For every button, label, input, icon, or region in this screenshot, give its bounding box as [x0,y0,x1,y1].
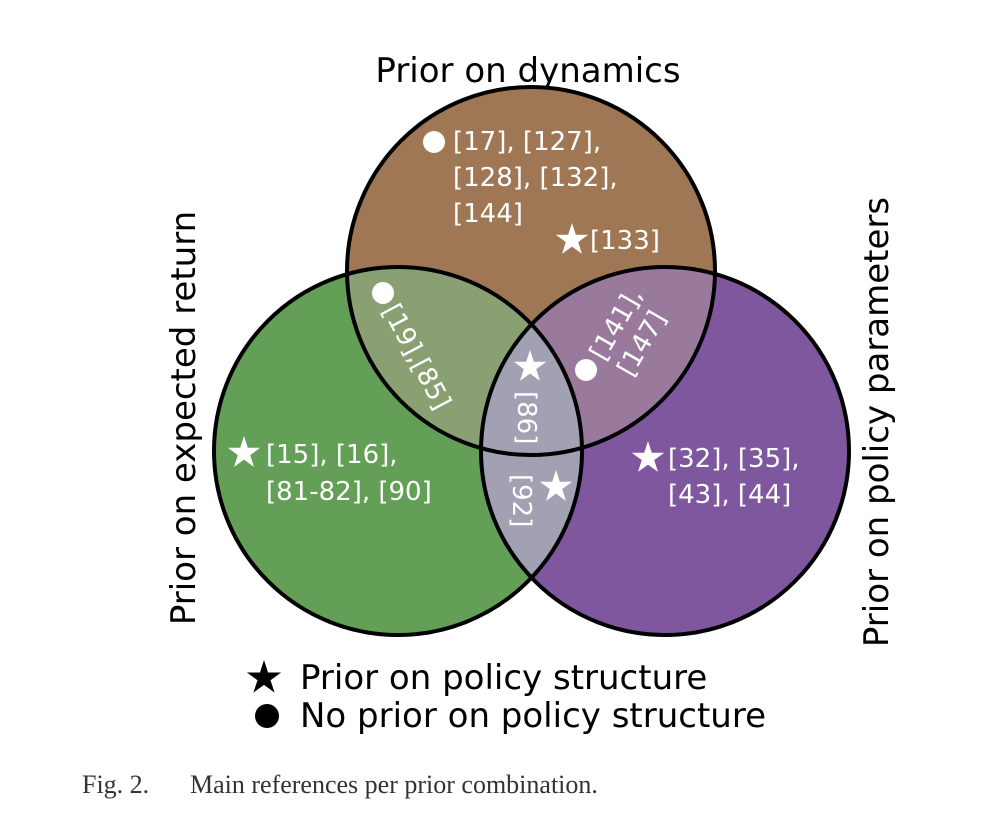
policy-parameters-outline [479,265,851,637]
legend-circle-label: No prior on policy structure [300,696,766,736]
refs-dynamics-only: [17], [127], [128], [132], [144] [453,127,626,229]
dot-marker [575,359,597,381]
star-marker [539,470,573,501]
refs-params-only: [32], [35], [43], [44] [668,444,808,510]
refs-return-params: [92] [506,474,536,527]
star-marker [555,223,589,254]
star-marker [631,441,665,472]
label-prior-on-expected-return: Prior on expected return [164,211,204,625]
refs-all-three: [86] [511,391,541,444]
dot-marker [372,282,394,304]
caption-text: Main references per prior combination. [190,770,598,799]
dynamics-outline [345,85,717,457]
figure-caption: Fig. 2. Main references per prior combina… [82,770,598,800]
refs-dynamics-star: [133] [590,226,660,256]
dot-marker [423,131,445,153]
star-marker [513,350,547,381]
label-prior-on-policy-parameters: Prior on policy parameters [857,197,897,647]
legend-star-icon [246,660,282,693]
refs-return-only: [15], [16], [81-82], [90] [266,440,432,507]
legend: Prior on policy structure No prior on po… [246,658,766,736]
expected-return-outline [212,265,584,637]
star-marker [227,436,261,467]
legend-star-label: Prior on policy structure [300,658,707,698]
legend-circle-icon [255,704,279,728]
label-prior-on-dynamics: Prior on dynamics [375,51,680,91]
figure-number: Fig. 2. [82,770,150,799]
